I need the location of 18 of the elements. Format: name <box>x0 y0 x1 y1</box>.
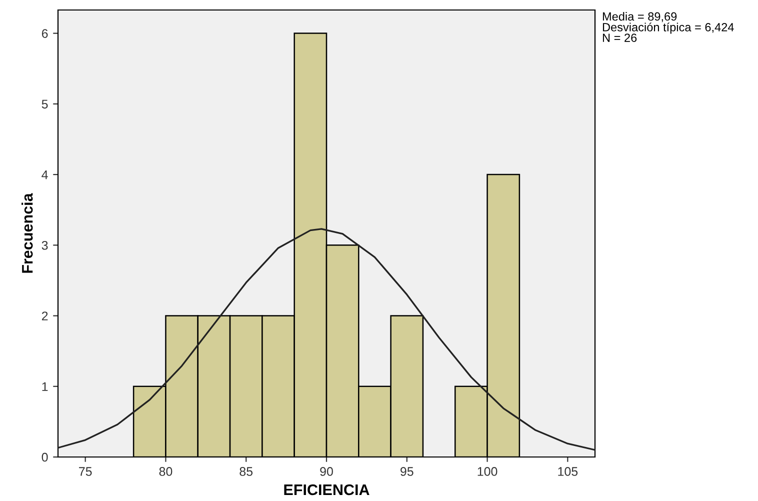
x-axis-title: EFICIENCIA <box>284 484 370 496</box>
x-tick-label: 90 <box>320 467 333 476</box>
x-tick-label: 85 <box>240 467 253 476</box>
x-tick-label: 100 <box>478 467 498 476</box>
x-tick-label: 75 <box>79 467 92 476</box>
text: Media = 89,69 Desviación típica = 6,424 N = 26 <box>602 12 734 42</box>
y-tick-label: 3 <box>42 240 48 250</box>
x-tick-label: 105 <box>558 467 578 476</box>
y-tick-label: 1 <box>42 382 48 391</box>
x-tick-label: 80 <box>159 467 172 476</box>
x-tick-label: 95 <box>400 467 414 476</box>
line-series <box>58 228 595 451</box>
y-tick-label: 4 <box>42 170 48 180</box>
y-tick-label: 6 <box>42 29 48 38</box>
y-tick-label: 0 <box>42 452 48 462</box>
y-tick-label: 2 <box>42 312 48 320</box>
y-tick-label: 5 <box>42 100 48 109</box>
y-axis-title: Frecuencia <box>22 193 33 273</box>
